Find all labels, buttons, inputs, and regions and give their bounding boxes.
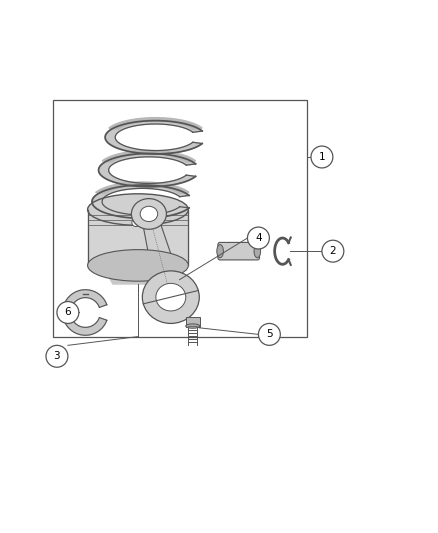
Text: 5: 5	[266, 329, 273, 340]
Circle shape	[322, 240, 344, 262]
Circle shape	[132, 219, 140, 227]
Ellipse shape	[142, 271, 199, 324]
Ellipse shape	[140, 206, 158, 222]
Ellipse shape	[88, 194, 188, 225]
Circle shape	[57, 302, 79, 324]
Ellipse shape	[254, 245, 261, 258]
Text: 4: 4	[255, 233, 262, 243]
Polygon shape	[95, 182, 189, 193]
Ellipse shape	[88, 249, 188, 281]
Polygon shape	[88, 209, 188, 265]
Circle shape	[311, 146, 333, 168]
Polygon shape	[102, 150, 196, 162]
Polygon shape	[99, 154, 196, 187]
Polygon shape	[109, 118, 202, 130]
Polygon shape	[102, 265, 173, 284]
Ellipse shape	[217, 245, 223, 258]
Polygon shape	[92, 185, 189, 219]
FancyBboxPatch shape	[53, 100, 307, 336]
Circle shape	[258, 324, 280, 345]
Polygon shape	[105, 120, 202, 154]
Text: 6: 6	[64, 308, 71, 318]
FancyBboxPatch shape	[186, 317, 200, 327]
Ellipse shape	[156, 284, 186, 311]
FancyBboxPatch shape	[218, 243, 259, 260]
Text: 3: 3	[53, 351, 60, 361]
Circle shape	[247, 227, 269, 249]
Polygon shape	[141, 212, 184, 301]
Text: 2: 2	[329, 246, 336, 256]
Polygon shape	[63, 290, 107, 335]
Ellipse shape	[186, 324, 200, 328]
Circle shape	[46, 345, 68, 367]
Ellipse shape	[131, 199, 166, 229]
Text: 1: 1	[318, 152, 325, 162]
